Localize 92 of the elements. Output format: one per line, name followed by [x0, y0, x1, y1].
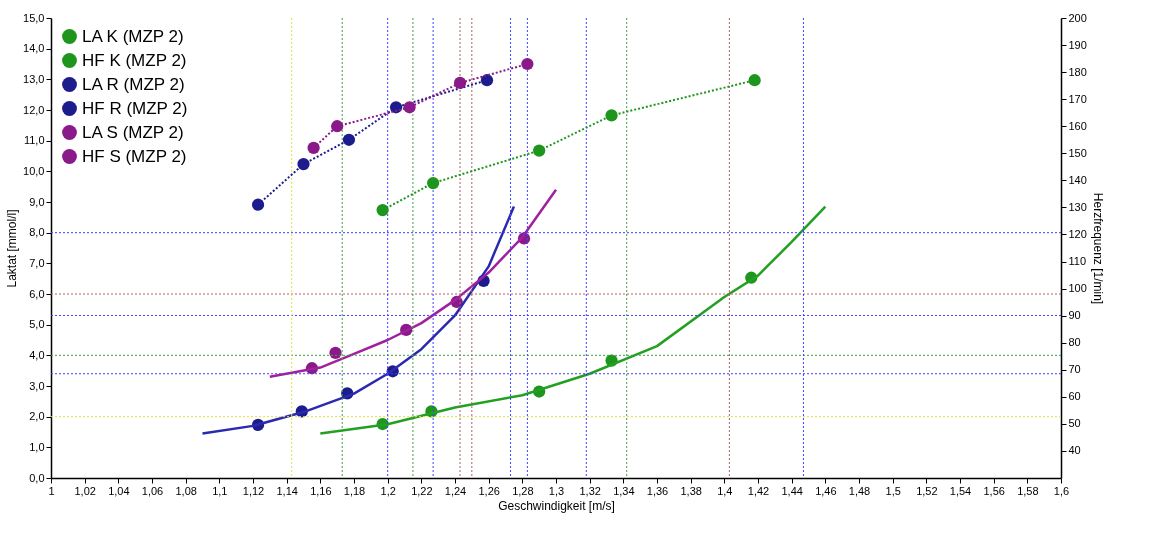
y-tick-label: 15,0	[23, 11, 45, 24]
y-tick-label: 5,0	[29, 318, 45, 331]
x-tick-label: 1,1	[212, 484, 228, 497]
point	[331, 120, 344, 133]
y-tick-label: 13,0	[23, 72, 45, 85]
point	[605, 109, 618, 122]
point	[403, 101, 416, 114]
y-tick-label: 9,0	[29, 195, 45, 208]
point	[376, 204, 389, 217]
x-tick-label: 1	[48, 484, 55, 497]
y2-tick-label: 200	[1068, 11, 1087, 24]
point	[426, 176, 440, 190]
y-tick-label: 8,0	[29, 226, 45, 239]
y-tick-label: 1,0	[29, 440, 45, 453]
y2-tick-label: 60	[1068, 390, 1081, 403]
y2-tick-label: 50	[1068, 417, 1081, 430]
y-tick-label: 2,0	[29, 410, 45, 423]
point	[480, 74, 494, 87]
x-tick-label: 1,46	[815, 484, 837, 497]
point	[389, 101, 403, 114]
x-tick-label: 1,14	[276, 484, 298, 497]
point	[453, 76, 467, 90]
x-tick-label: 1,18	[343, 484, 366, 497]
point	[521, 57, 534, 71]
y2-tick-label: 120	[1068, 227, 1087, 240]
x-tick-label: 1,22	[411, 484, 433, 497]
point	[297, 158, 310, 171]
x-tick-label: 1,36	[646, 484, 669, 497]
y2-tick-label: 160	[1068, 119, 1087, 132]
x-tick-label: 1,38	[680, 484, 702, 497]
y2-tick-label: 130	[1068, 200, 1087, 213]
x-tick-label: 1,48	[848, 484, 871, 497]
x-tick-label: 1,28	[512, 484, 534, 497]
x-tick-label: 1,56	[983, 484, 1005, 497]
legend-label: LA R (MZP 2)	[82, 74, 185, 94]
x-tick-label: 1,5	[885, 484, 901, 497]
y-tick-label: 6,0	[29, 287, 45, 300]
point	[342, 133, 356, 146]
y2-tick-label: 100	[1068, 282, 1087, 295]
y2-tick-label: 190	[1068, 38, 1087, 51]
y-tick-label: 4,0	[29, 348, 45, 361]
point	[329, 346, 342, 359]
x-axis-title: Geschwindigkeit [m/s]	[498, 498, 615, 513]
x-tick-label: 1,44	[781, 484, 803, 497]
y-axis-title: Laktat [mmol/l]	[5, 209, 20, 288]
y-tick-label: 0,0	[29, 471, 45, 484]
x-tick-label: 1,6	[1053, 484, 1070, 497]
y2-tick-label: 150	[1068, 146, 1087, 159]
y-tick-label: 14,0	[23, 42, 45, 55]
y2-axis-title: Herzfrequenz [1/min]	[1090, 192, 1105, 305]
x-tick-label: 1,2	[380, 484, 396, 497]
legend-label: HF S (MZP 2)	[82, 146, 187, 166]
x-tick-label: 1,4	[717, 484, 733, 497]
y2-tick-label: 40	[1068, 444, 1081, 457]
y-tick-label: 3,0	[29, 379, 45, 392]
y-tick-label: 11,0	[23, 134, 45, 147]
y2-tick-label: 140	[1068, 173, 1087, 186]
x-tick-label: 1,08	[175, 484, 197, 497]
x-tick-label: 1,3	[548, 484, 565, 497]
point	[307, 141, 320, 154]
y2-tick-label: 70	[1068, 363, 1081, 376]
line-series	[201, 205, 516, 435]
x-tick-label: 1,52	[916, 484, 938, 497]
legend-label: HF R (MZP 2)	[82, 98, 188, 118]
y2-tick-label: 110	[1068, 255, 1087, 268]
legend-label: LA K (MZP 2)	[82, 26, 184, 46]
x-tick-label: 1,58	[1017, 484, 1039, 497]
x-tick-label: 1,24	[444, 484, 467, 497]
line-series	[319, 205, 827, 435]
x-tick-label: 1,06	[141, 484, 164, 497]
point	[533, 144, 546, 157]
x-tick-label: 1,32	[579, 484, 601, 497]
point	[748, 74, 761, 87]
y2-tick-label: 180	[1068, 65, 1087, 78]
x-tick-label: 1,54	[949, 484, 972, 497]
x-tick-label: 1,12	[242, 484, 265, 497]
y2-tick-label: 90	[1068, 309, 1081, 322]
y-tick-label: 10,0	[23, 164, 45, 177]
x-tick-label: 1,04	[108, 484, 130, 497]
legend-label: LA S (MZP 2)	[82, 122, 184, 142]
legend-label: HF K (MZP 2)	[82, 50, 187, 70]
x-tick-label: 1,02	[74, 484, 96, 497]
x-tick-label: 1,42	[747, 484, 770, 497]
point	[251, 198, 265, 211]
y2-tick-label: 80	[1068, 336, 1081, 349]
x-tick-label: 1,26	[478, 484, 500, 497]
y-tick-label: 12,0	[23, 103, 45, 116]
x-tick-label: 1,16	[310, 484, 332, 497]
x-tick-label: 1,34	[613, 484, 635, 497]
y2-tick-label: 170	[1068, 92, 1087, 105]
line-series	[268, 188, 558, 379]
y-tick-label: 7,0	[29, 256, 45, 269]
